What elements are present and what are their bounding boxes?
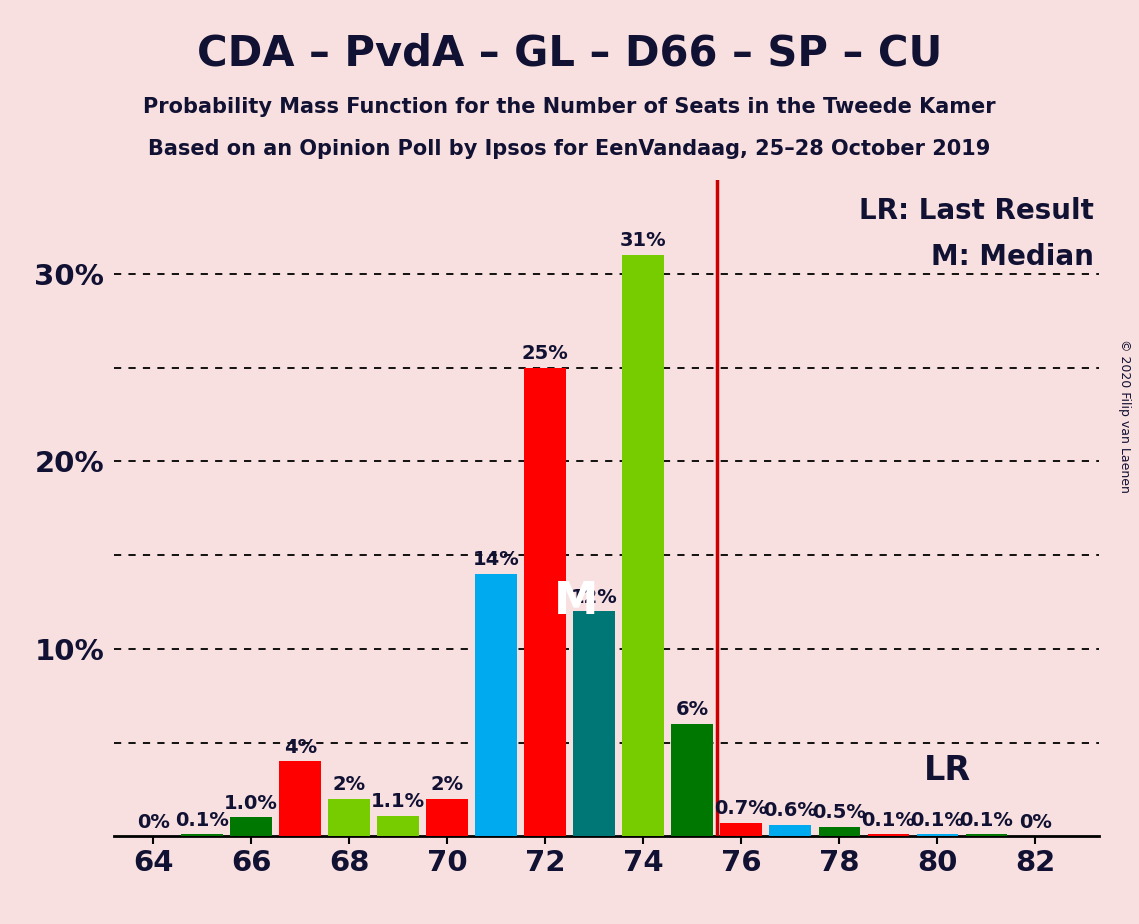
Text: 2%: 2% [431,775,464,794]
Text: Probability Mass Function for the Number of Seats in the Tweede Kamer: Probability Mass Function for the Number… [144,97,995,117]
Text: 0.1%: 0.1% [861,810,916,830]
Bar [917,834,958,836]
Bar [819,827,860,836]
Text: 4%: 4% [284,737,317,757]
Text: 6%: 6% [675,700,708,719]
Text: 0%: 0% [1019,812,1051,832]
Text: M: M [554,580,598,624]
Text: M: Median: M: Median [932,242,1095,271]
Text: LR: Last Result: LR: Last Result [859,197,1095,225]
Text: © 2020 Filip van Laenen: © 2020 Filip van Laenen [1118,339,1131,492]
Text: LR: LR [924,754,970,787]
Bar [770,825,811,836]
Text: 0.1%: 0.1% [175,810,229,830]
Text: 31%: 31% [620,232,666,250]
Bar [279,761,321,836]
Bar [377,816,419,836]
Text: 0.6%: 0.6% [763,801,818,821]
Bar [230,818,272,836]
Text: 25%: 25% [522,344,568,363]
Text: 0.7%: 0.7% [714,799,768,819]
Text: 1.0%: 1.0% [224,794,278,813]
Text: 1.1%: 1.1% [371,792,425,811]
Bar [573,612,615,836]
Text: 0.5%: 0.5% [812,803,867,822]
Text: 2%: 2% [333,775,366,794]
Bar [622,255,664,836]
Bar [721,823,762,836]
Bar [672,723,713,836]
Bar [966,834,1007,836]
Text: 12%: 12% [571,588,617,606]
Text: Based on an Opinion Poll by Ipsos for EenVandaag, 25–28 October 2019: Based on an Opinion Poll by Ipsos for Ee… [148,139,991,159]
Bar [328,798,370,836]
Bar [868,834,909,836]
Text: CDA – PvdA – GL – D66 – SP – CU: CDA – PvdA – GL – D66 – SP – CU [197,32,942,74]
Text: 14%: 14% [473,550,519,569]
Bar [524,368,566,836]
Bar [181,834,223,836]
Bar [475,574,517,836]
Text: 0.1%: 0.1% [959,810,1014,830]
Bar [426,798,468,836]
Text: 0%: 0% [137,812,170,832]
Text: 0.1%: 0.1% [910,810,965,830]
